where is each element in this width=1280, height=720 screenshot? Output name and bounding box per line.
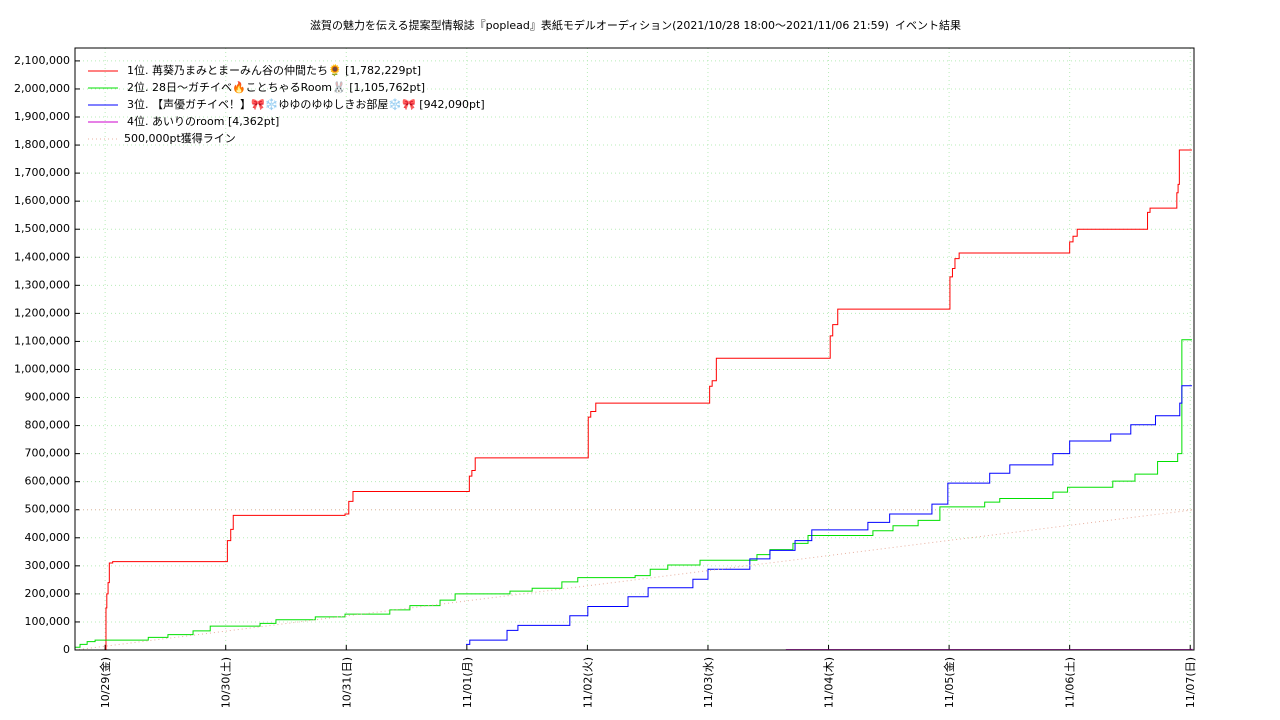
- series-line: [75, 339, 1192, 648]
- y-tick-label: 1,900,000: [14, 110, 70, 123]
- legend-label: 4位. あいりのroom [4,362pt]: [127, 114, 279, 128]
- y-tick-label: 1,700,000: [14, 166, 70, 179]
- legend-label: 3位. 【声優ガチイベ！】🎀❄️ゆゆのゆゆしきお部屋❄️🎀 [942,090pt…: [127, 97, 485, 111]
- legend-label: 2位. 28日〜ガチイベ🔥ことちゃるRoom🐰 [1,105,762pt]: [127, 80, 425, 94]
- legend-label: 1位. 苒葵乃まみとまーみん谷の仲間たち🌻 [1,782,229pt]: [127, 63, 421, 77]
- x-tick-label: 10/30(土): [220, 657, 233, 708]
- legend-label: 500,000pt獲得ライン: [124, 132, 236, 145]
- x-tick-label: 11/02(火): [581, 657, 594, 708]
- y-tick-label: 500,000: [25, 503, 71, 516]
- y-tick-label: 600,000: [25, 475, 71, 488]
- y-tick-label: 0: [63, 643, 70, 656]
- x-tick-label: 11/07(日): [1184, 657, 1197, 708]
- series-line: [785, 648, 1193, 651]
- series-line: [466, 385, 1192, 645]
- plot-frame: [74, 47, 1195, 651]
- y-tick-label: 2,000,000: [14, 82, 70, 95]
- y-tick-label: 400,000: [25, 531, 71, 544]
- chart-title: 滋賀の魅力を伝える提案型情報誌『poplead』表紙モデルオーディション(202…: [310, 18, 889, 32]
- y-tick-label: 700,000: [25, 447, 71, 460]
- y-tick-label: 1,300,000: [14, 278, 70, 291]
- series-line: [74, 509, 1195, 651]
- y-tick-label: 1,100,000: [14, 334, 70, 347]
- x-tick-label: 10/31(日): [340, 657, 353, 708]
- chart-subtitle: イベント結果: [895, 18, 961, 32]
- x-tick-label: 11/06(土): [1064, 657, 1077, 708]
- y-tick-label: 1,600,000: [14, 194, 70, 207]
- x-tick-label: 10/29(金): [98, 657, 112, 708]
- y-tick-label: 800,000: [25, 419, 71, 432]
- y-tick-label: 900,000: [25, 391, 71, 404]
- y-tick-label: 2,100,000: [14, 54, 70, 67]
- x-tick-label: 11/04(木): [823, 657, 836, 708]
- y-tick-label: 200,000: [25, 587, 71, 600]
- x-tick-label: 11/05(金): [942, 657, 956, 708]
- y-tick-label: 300,000: [25, 559, 71, 572]
- y-tick-label: 1,400,000: [14, 250, 70, 263]
- series-line: [104, 149, 1192, 651]
- x-tick-label: 11/01(月): [461, 657, 474, 708]
- x-tick-label: 11/03(水): [702, 657, 715, 708]
- y-tick-label: 100,000: [25, 615, 71, 628]
- y-tick-label: 1,200,000: [14, 306, 70, 319]
- y-tick-label: 1,000,000: [14, 362, 70, 375]
- y-tick-label: 1,800,000: [14, 138, 70, 151]
- y-tick-label: 1,500,000: [14, 222, 70, 235]
